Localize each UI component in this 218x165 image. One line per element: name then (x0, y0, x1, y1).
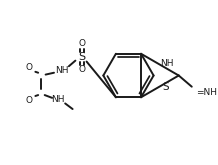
Text: O: O (78, 39, 85, 48)
Text: NH: NH (160, 59, 173, 68)
Text: S: S (162, 82, 169, 92)
Text: O: O (25, 63, 32, 72)
Text: NH: NH (51, 95, 65, 104)
Text: =NH: =NH (196, 88, 217, 97)
Text: O: O (78, 66, 85, 74)
Text: S: S (78, 52, 85, 62)
Text: NH: NH (55, 66, 68, 75)
Text: O: O (25, 96, 32, 105)
